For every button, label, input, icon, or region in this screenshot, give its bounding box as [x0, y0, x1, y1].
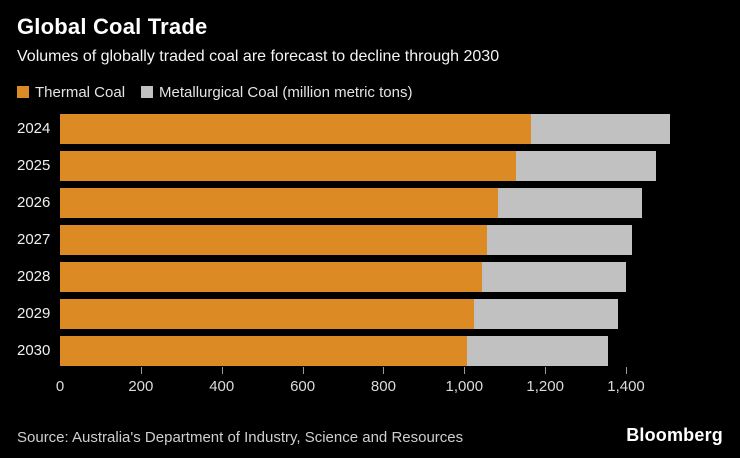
chart-subtitle: Volumes of globally traded coal are fore…	[17, 48, 500, 66]
year-label: 2029	[17, 305, 51, 323]
axis-tick-label: 1,000	[445, 377, 484, 395]
metallurgical-coal-segment	[516, 150, 656, 181]
thermal-coal-segment	[60, 113, 531, 144]
thermal-coal-segment	[60, 224, 487, 255]
axis-tick-mark	[383, 366, 385, 374]
bar-row: 2029	[17, 298, 723, 329]
stacked-bar	[60, 224, 633, 255]
thermal-coal-segment	[60, 335, 467, 366]
bar-row: 2028	[17, 261, 723, 292]
stacked-bar	[60, 187, 642, 218]
chart-legend: Thermal Coal Metallurgical Coal (million…	[17, 84, 723, 101]
legend-item-thermal-coal: Thermal Coal	[17, 84, 125, 101]
bar-row: 2030	[17, 335, 723, 366]
legend-item-metallurgical-coal: Metallurgical Coal (million metric tons)	[141, 84, 412, 101]
stacked-bar	[60, 113, 671, 144]
bar-row: 2025	[17, 150, 723, 181]
axis-tick-mark	[140, 366, 142, 374]
thermal-coal-segment	[60, 150, 517, 181]
year-label: 2027	[17, 231, 51, 249]
bar-row: 2024	[17, 113, 723, 144]
axis-tick-label: 200	[128, 377, 154, 395]
stacked-bar	[60, 261, 626, 292]
metallurgical-coal-segment	[530, 113, 671, 144]
thermal-coal-swatch-icon	[17, 86, 29, 99]
stacked-bar	[60, 150, 656, 181]
metallurgical-coal-segment	[498, 187, 642, 218]
thermal-coal-segment	[60, 187, 499, 218]
legend-label-metallurgical-coal: Metallurgical Coal (million metric tons)	[159, 83, 413, 101]
stacked-bar-chart: 2024 2025 2026 2027 2028 2029 2030	[17, 113, 723, 367]
axis-tick-label: 1,400	[607, 377, 645, 395]
axis-tick-mark	[626, 366, 628, 374]
x-axis: 0 200 400 600 800 1,000 1,200 1,400	[56, 366, 723, 401]
axis-tick-label: 600	[290, 377, 316, 395]
axis-tick-label: 400	[209, 377, 235, 395]
axis-tick-label: 1,200	[526, 377, 564, 395]
thermal-coal-segment	[60, 298, 474, 329]
metallurgical-coal-segment	[466, 335, 609, 366]
legend-label-thermal-coal: Thermal Coal	[35, 83, 126, 101]
axis-tick-label: 800	[370, 377, 396, 395]
year-label: 2024	[17, 120, 51, 138]
year-label: 2026	[17, 194, 51, 212]
metallurgical-coal-segment	[481, 261, 626, 292]
axis-tick-mark	[302, 366, 304, 374]
stacked-bar	[60, 298, 618, 329]
source-attribution: Source: Australia's Department of Indust…	[17, 429, 464, 446]
bar-row: 2026	[17, 187, 723, 218]
axis-tick-label: 0	[55, 377, 65, 395]
bar-row: 2027	[17, 224, 723, 255]
year-label: 2025	[17, 157, 51, 175]
year-label: 2028	[17, 268, 51, 286]
metallurgical-coal-segment	[486, 224, 633, 255]
metallurgical-coal-swatch-icon	[141, 86, 154, 99]
year-label: 2030	[17, 342, 51, 360]
chart-footer: Source: Australia's Department of Indust…	[17, 425, 723, 446]
axis-tick-mark	[545, 366, 547, 374]
bloomberg-logo: Bloomberg	[626, 425, 723, 445]
metallurgical-coal-segment	[474, 298, 618, 329]
stacked-bar	[60, 335, 609, 366]
chart-title: Global Coal Trade	[17, 14, 208, 39]
axis-tick-mark	[221, 366, 223, 374]
axis-tick-mark	[464, 366, 466, 374]
thermal-coal-segment	[60, 261, 482, 292]
